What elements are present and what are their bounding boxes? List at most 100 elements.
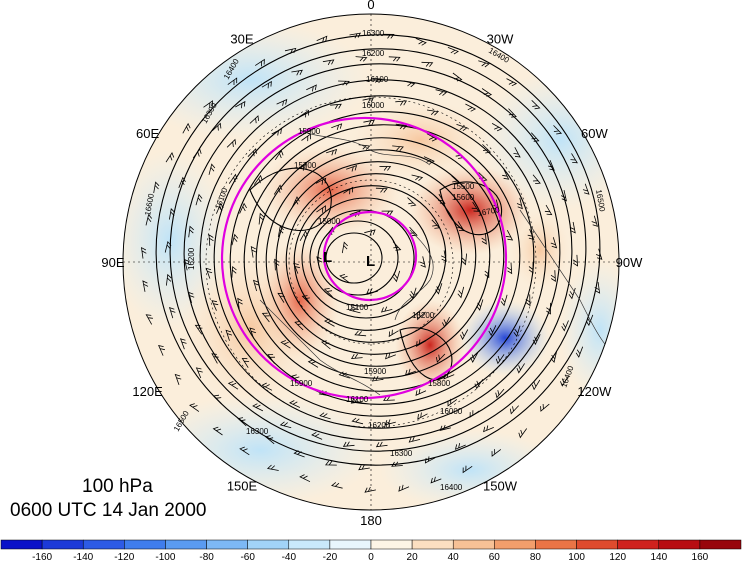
contour-label: 15900 xyxy=(290,379,313,388)
contour-label: 16300 xyxy=(362,29,385,38)
contour-label: 16000 xyxy=(440,407,463,416)
longitude-label: 60E xyxy=(136,126,159,141)
wind-barb xyxy=(532,334,541,346)
tropopause-rings xyxy=(220,116,508,400)
colorbar-tick-label: -140 xyxy=(73,552,93,561)
wind-barb xyxy=(495,388,505,399)
wind-barb xyxy=(532,174,541,184)
wind-barb xyxy=(591,215,599,227)
wind-barb xyxy=(470,352,479,363)
wind-barb xyxy=(395,100,408,106)
colorbar-swatch xyxy=(41,539,84,550)
low-pressure-marker: L xyxy=(366,253,375,270)
colorbar-swatch xyxy=(0,539,43,550)
wind-barb xyxy=(194,324,203,335)
wind-barb xyxy=(211,300,219,311)
wind-barb xyxy=(572,254,579,267)
wind-barb xyxy=(299,230,308,241)
longitude-label: 90W xyxy=(616,255,643,270)
wind-barb xyxy=(319,412,331,420)
longitude-label: 120E xyxy=(132,384,163,399)
colorbar-swatch xyxy=(658,539,701,550)
wind-barb xyxy=(179,338,187,350)
wind-barb xyxy=(301,295,311,305)
wind-barb xyxy=(351,417,364,425)
low-pressure-marker: L xyxy=(323,249,332,266)
wind-barb xyxy=(321,340,331,350)
wind-barb xyxy=(438,193,446,204)
wind-barb xyxy=(235,100,246,109)
wind-barb xyxy=(322,59,335,66)
wind-barb xyxy=(452,72,463,82)
colorbar-tick-label: -40 xyxy=(282,552,297,561)
wind-barb xyxy=(274,149,284,161)
wind-barb xyxy=(306,84,317,92)
wind-barb xyxy=(440,250,447,262)
wind-barb xyxy=(525,294,531,307)
wind-barb xyxy=(323,288,333,298)
wind-barb xyxy=(331,123,343,130)
wind-barb xyxy=(426,133,438,142)
wind-barb xyxy=(462,465,473,474)
wind-barb xyxy=(443,372,455,380)
wind-barb xyxy=(416,339,427,347)
wind-barb xyxy=(277,225,284,238)
wind-barb xyxy=(385,352,396,360)
colorbar-tick-label: 60 xyxy=(489,552,501,561)
colorbar-swatch xyxy=(617,539,660,550)
wind-barb xyxy=(291,69,303,76)
wind-barb xyxy=(407,197,417,207)
wind-barb xyxy=(393,270,401,283)
wind-barb xyxy=(267,354,276,364)
longitude-label: 60W xyxy=(581,126,608,141)
wind-barb xyxy=(348,306,361,314)
wind-barb xyxy=(375,187,388,193)
pressure-level-label: 100 hPa xyxy=(82,476,153,497)
contour-label: 16100 xyxy=(346,395,369,404)
colorbar-swatch xyxy=(576,539,618,550)
wind-barb xyxy=(505,230,514,241)
colorbar-tick-label: -80 xyxy=(199,552,214,561)
wind-barb xyxy=(408,436,421,443)
wind-barb xyxy=(341,241,348,254)
contour-label: 15700 xyxy=(294,161,317,170)
colorbar-tick-label: -120 xyxy=(114,552,134,561)
colorbar-swatch xyxy=(165,539,207,550)
wind-barb xyxy=(273,184,283,195)
wind-barb xyxy=(476,299,484,311)
wind-barb xyxy=(261,312,270,323)
wind-barb xyxy=(491,123,503,132)
contour-label: 15500 xyxy=(452,182,475,191)
wind-barb xyxy=(488,325,497,337)
wind-barb xyxy=(316,205,326,213)
wind-barb xyxy=(343,186,354,195)
wind-barb xyxy=(145,213,153,226)
wind-barb xyxy=(227,381,239,390)
wind-barb xyxy=(276,98,288,106)
wind-barb xyxy=(277,292,285,303)
wind-barb xyxy=(211,122,222,132)
contour-label: 16200 xyxy=(187,247,196,270)
wind-barb xyxy=(212,426,223,436)
wind-barb xyxy=(261,80,272,89)
colorbar-swatch xyxy=(699,539,742,550)
wind-barb xyxy=(231,233,239,246)
wind-barb xyxy=(484,266,490,279)
colorbar-swatch xyxy=(82,539,125,550)
wind-barb xyxy=(371,375,384,382)
wind-barb xyxy=(195,367,203,379)
wind-barb xyxy=(594,282,601,294)
wind-barb xyxy=(280,340,291,349)
colorbar-tick-label: 0 xyxy=(368,552,374,561)
wind-barb xyxy=(380,306,393,313)
colorbar-tick-label: 140 xyxy=(650,552,667,561)
colorbar-swatch xyxy=(206,539,248,550)
colorbar-tick-label: -160 xyxy=(32,552,52,561)
wind-barb xyxy=(441,316,450,328)
wind-barb xyxy=(465,103,477,112)
wind-barb xyxy=(550,351,557,363)
wind-barb xyxy=(471,201,480,212)
contour-label: 15600 xyxy=(452,193,475,202)
wind-barb xyxy=(454,443,466,450)
wind-barb xyxy=(227,77,238,85)
